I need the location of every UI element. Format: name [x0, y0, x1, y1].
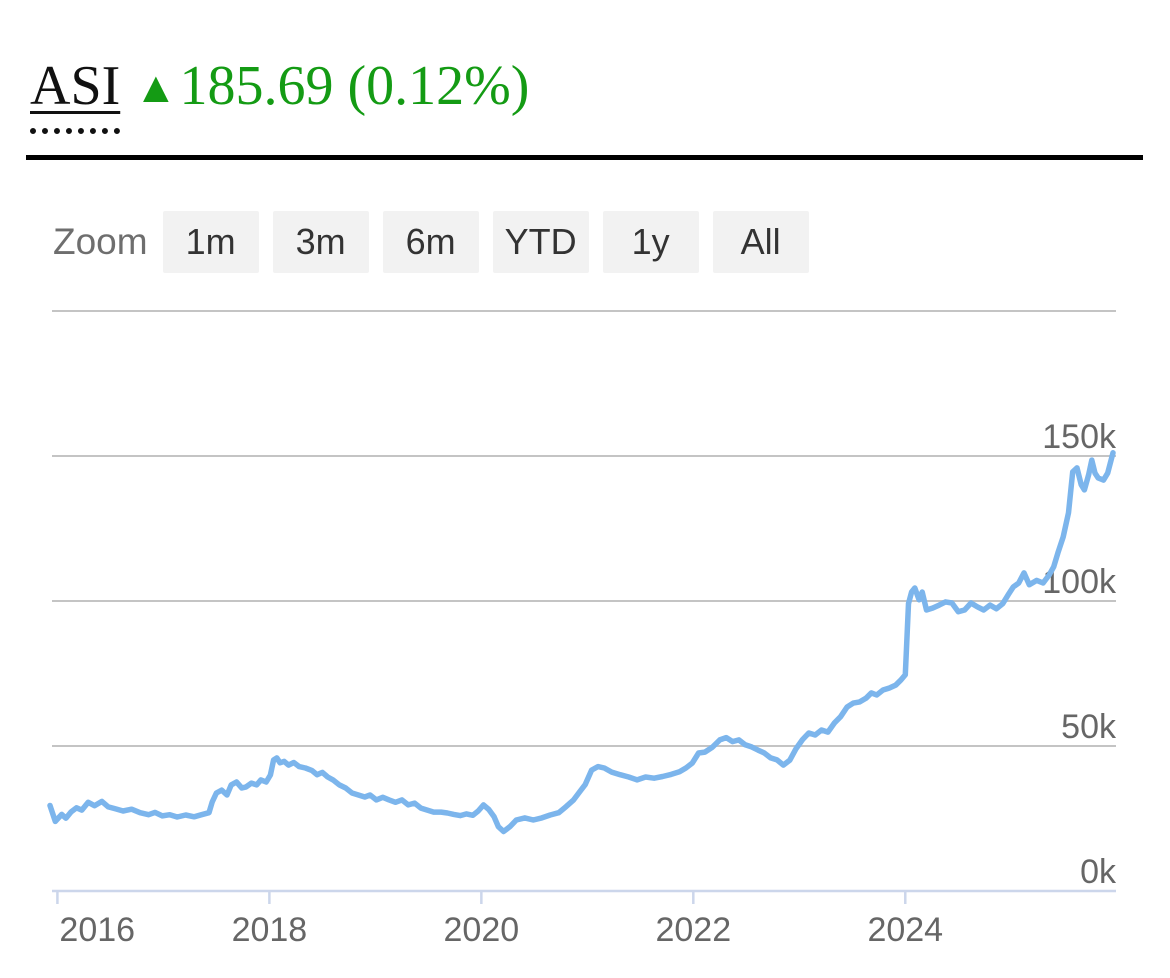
y-axis-label-50k: 50k — [1061, 708, 1117, 746]
y-axis-label-150k: 150k — [1042, 418, 1117, 456]
up-arrow-icon: ▲ — [134, 64, 180, 112]
price-change: ▲185.69 (0.12%) — [134, 55, 529, 117]
change-value: 185.69 — [179, 55, 334, 117]
zoom-button-all[interactable]: All — [712, 211, 809, 273]
change-percent: (0.12%) — [347, 55, 530, 117]
zoom-button-1m[interactable]: 1m — [162, 211, 259, 273]
x-axis-label-2022: 2022 — [655, 911, 731, 949]
x-axis-label-2018: 2018 — [232, 911, 308, 949]
zoom-button-ytd[interactable]: YTD — [492, 211, 589, 273]
index-symbol[interactable]: ASI — [30, 55, 121, 134]
range-selector: Zoom 1m 3m 6m YTD 1y All — [53, 211, 823, 273]
series-line-ASI[interactable] — [47, 450, 1116, 835]
title-divider — [26, 155, 1143, 160]
range-buttons: 1m 3m 6m YTD 1y All — [162, 211, 823, 273]
zoom-button-1y[interactable]: 1y — [602, 211, 699, 273]
zoom-button-6m[interactable]: 6m — [382, 211, 479, 273]
x-axis-label-2020: 2020 — [444, 911, 520, 949]
x-axis-label-2016: 2016 — [59, 911, 135, 949]
y-axis-label-0k: 0k — [1080, 853, 1117, 891]
page-title: ASI ▲185.69 (0.12%) — [30, 55, 529, 134]
x-axis-label-2024: 2024 — [867, 911, 943, 949]
zoom-label: Zoom — [53, 221, 148, 262]
zoom-button-3m[interactable]: 3m — [272, 211, 369, 273]
